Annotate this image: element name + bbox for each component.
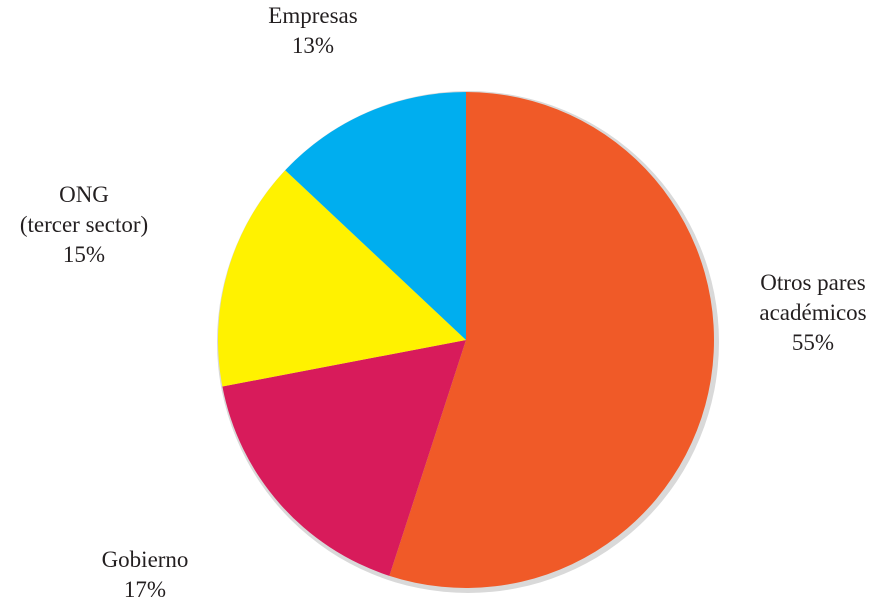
pie-slice-1 [222,340,466,576]
slice-label-3: Empresas 13% [268,3,357,58]
pie-slices [217,92,715,588]
pie-labels: Otros pares académicos 55% Gobierno 17% ONG (t… [20,3,867,602]
slice-category-label: ONG [59,182,109,207]
slice-label-1: Gobierno 17% [102,547,189,602]
slice-percent-label: 15% [63,242,105,267]
slice-label-2: ONG (tercer sector) 15% [20,182,148,267]
pie-slice-0 [389,92,715,588]
slice-category-label: Empresas [268,3,357,28]
slice-percent-label: 13% [292,33,334,58]
slice-category-label: académicos [759,300,866,325]
pie-slice-2 [217,170,466,387]
slice-category-label: (tercer sector) [20,212,148,237]
pie-slice-3 [285,92,466,340]
slice-category-label: Gobierno [102,547,189,572]
slice-percent-label: 17% [124,577,166,600]
slice-label-0: Otros pares académicos 55% [759,270,866,355]
slice-percent-label: 55% [792,330,834,355]
slice-category-label: Otros pares [760,270,865,295]
